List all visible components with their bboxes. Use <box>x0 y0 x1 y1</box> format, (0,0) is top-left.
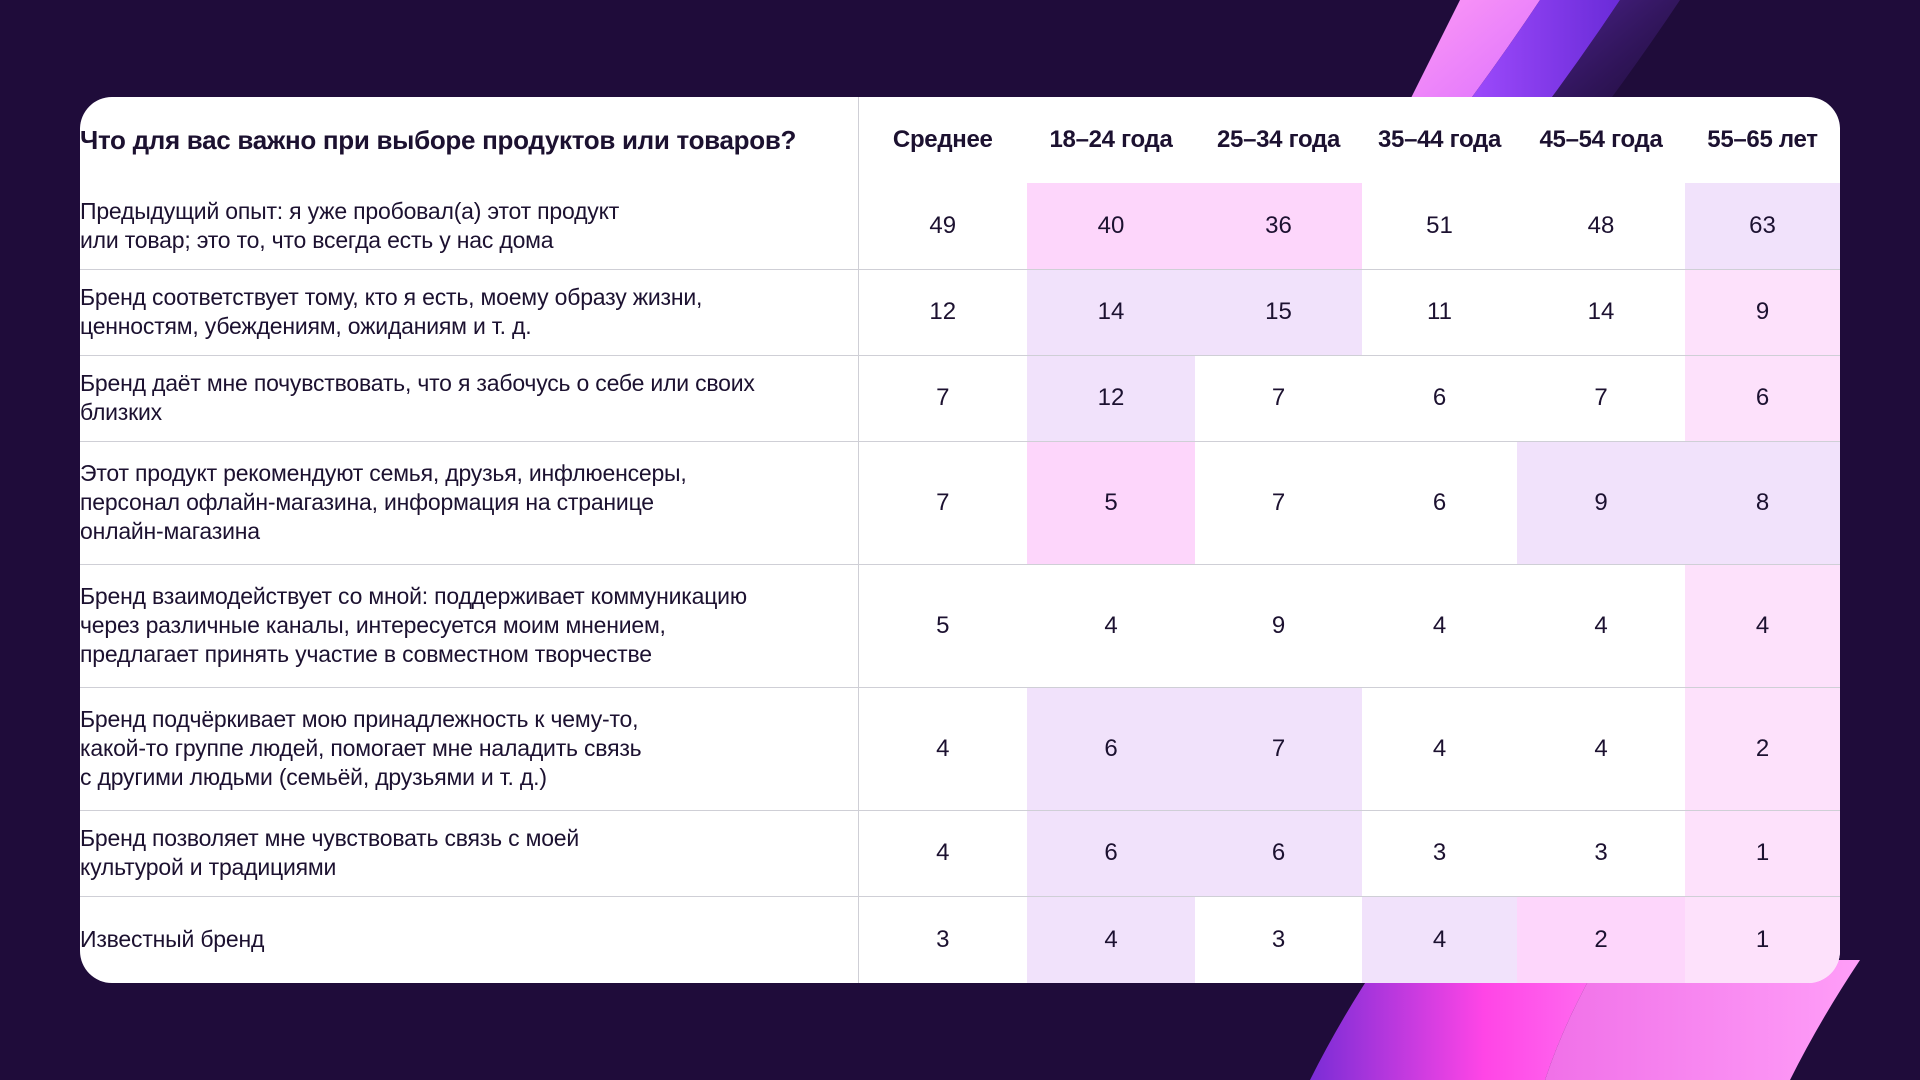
table-body: Предыдущий опыт: я уже пробовал(а) этот … <box>80 183 1840 983</box>
value-cell-average: 7 <box>858 440 1027 564</box>
ribbon-shape <box>1455 0 1620 120</box>
value-cell-45-54: 3 <box>1517 809 1685 896</box>
row-label: Бренд соответствует тому, кто я есть, мо… <box>80 268 859 355</box>
table-row: Предыдущий опыт: я уже пробовал(а) этот … <box>80 183 1840 269</box>
value-cell-average: 49 <box>858 183 1027 269</box>
value-cell-35-44: 4 <box>1362 895 1517 983</box>
value-cell-55-65: 9 <box>1685 268 1840 355</box>
column-header-18-24: 18–24 года <box>1049 126 1173 153</box>
column-header-55-65: 55–65 лет <box>1707 126 1818 153</box>
value-cell-18-24: 40 <box>1027 183 1195 269</box>
row-label: Бренд даёт мне почувствовать, что я забо… <box>80 354 859 441</box>
value-cell-18-24: 12 <box>1027 354 1195 441</box>
value-cell-average: 5 <box>858 563 1027 687</box>
value-cell-35-44: 4 <box>1362 563 1517 687</box>
table-row: Известный бренд 3 4 3 4 2 1 <box>80 895 1840 983</box>
ribbon-shape <box>1400 0 1540 120</box>
value-cell-45-54: 9 <box>1517 440 1685 564</box>
row-label: Бренд подчёркивает мою принадлежность к … <box>80 686 859 810</box>
value-cell-55-65: 8 <box>1685 440 1840 564</box>
value-cell-25-34: 7 <box>1195 686 1362 810</box>
column-header-45-54: 45–54 года <box>1539 126 1663 153</box>
row-label: Предыдущий опыт: я уже пробовал(а) этот … <box>80 183 859 269</box>
value-cell-35-44: 11 <box>1362 268 1517 355</box>
row-label: Бренд позволяет мне чувствовать связь с … <box>80 809 859 896</box>
table-row: Бренд подчёркивает мою принадлежность к … <box>80 686 1840 810</box>
value-cell-55-65: 1 <box>1685 895 1840 983</box>
value-cell-55-65: 1 <box>1685 809 1840 896</box>
column-header-average: Среднее <box>892 126 993 153</box>
value-cell-25-34: 3 <box>1195 895 1362 983</box>
value-cell-18-24: 6 <box>1027 809 1195 896</box>
column-header-35-44: 35–44 года <box>1377 126 1501 153</box>
value-cell-35-44: 51 <box>1362 183 1517 269</box>
value-cell-35-44: 3 <box>1362 809 1517 896</box>
survey-table-card: Что для вас важно при выборе продуктов и… <box>80 97 1840 983</box>
value-cell-18-24: 6 <box>1027 686 1195 810</box>
table-row: Бренд взаимодействует со мной: поддержив… <box>80 563 1840 687</box>
table-row: Бренд даёт мне почувствовать, что я забо… <box>80 354 1840 441</box>
value-cell-average: 4 <box>858 686 1027 810</box>
row-label: Известный бренд <box>80 895 859 983</box>
value-cell-55-65: 6 <box>1685 354 1840 441</box>
value-cell-55-65: 63 <box>1685 183 1840 269</box>
ribbon-shape <box>1310 960 1600 1080</box>
value-cell-18-24: 4 <box>1027 895 1195 983</box>
value-cell-25-34: 36 <box>1195 183 1362 269</box>
table-row: Бренд соответствует тому, кто я есть, мо… <box>80 268 1840 355</box>
value-cell-55-65: 4 <box>1685 563 1840 687</box>
value-cell-55-65: 2 <box>1685 686 1840 810</box>
value-cell-45-54: 14 <box>1517 268 1685 355</box>
value-cell-25-34: 9 <box>1195 563 1362 687</box>
value-cell-35-44: 4 <box>1362 686 1517 810</box>
row-label: Этот продукт рекомендуют семья, друзья, … <box>80 440 859 564</box>
header-row: Что для вас важно при выборе продуктов и… <box>80 97 1840 183</box>
value-cell-average: 7 <box>858 354 1027 441</box>
value-cell-18-24: 14 <box>1027 268 1195 355</box>
value-cell-45-54: 7 <box>1517 354 1685 441</box>
value-cell-average: 4 <box>858 809 1027 896</box>
ribbon-shape <box>1545 960 1860 1080</box>
value-cell-25-34: 15 <box>1195 268 1362 355</box>
value-cell-average: 12 <box>858 268 1027 355</box>
table-title: Что для вас важно при выборе продуктов и… <box>80 97 859 183</box>
ribbon-shape <box>1535 0 1680 120</box>
value-cell-45-54: 4 <box>1517 686 1685 810</box>
row-label: Бренд взаимодействует со мной: поддержив… <box>80 563 859 687</box>
value-cell-45-54: 4 <box>1517 563 1685 687</box>
value-cell-25-34: 6 <box>1195 809 1362 896</box>
table-row: Бренд позволяет мне чувствовать связь с … <box>80 809 1840 896</box>
value-cell-18-24: 4 <box>1027 563 1195 687</box>
value-cell-25-34: 7 <box>1195 354 1362 441</box>
value-cell-45-54: 48 <box>1517 183 1685 269</box>
value-cell-25-34: 7 <box>1195 440 1362 564</box>
value-cell-18-24: 5 <box>1027 440 1195 564</box>
value-cell-45-54: 2 <box>1517 895 1685 983</box>
value-cell-35-44: 6 <box>1362 440 1517 564</box>
value-cell-average: 3 <box>858 895 1027 983</box>
column-header-25-34: 25–34 года <box>1216 126 1340 153</box>
survey-table: Что для вас важно при выборе продуктов и… <box>80 97 1840 983</box>
value-cell-35-44: 6 <box>1362 354 1517 441</box>
table-row: Этот продукт рекомендуют семья, друзья, … <box>80 440 1840 564</box>
